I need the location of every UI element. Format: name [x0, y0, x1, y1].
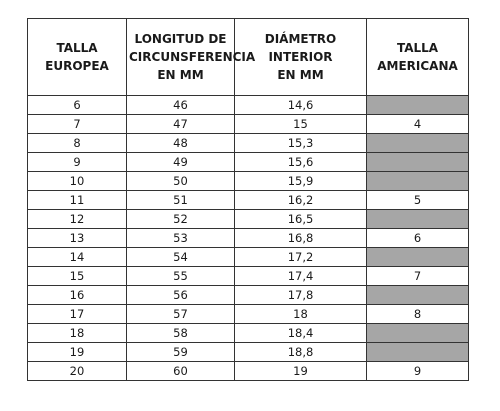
- cell-inner-diameter: 16,5: [234, 209, 367, 229]
- cell-circumference: 51: [126, 190, 235, 210]
- cell-inner-diameter: 15,9: [234, 171, 367, 191]
- table-row: 8 48 15,3: [27, 133, 469, 153]
- cell-inner-diameter: 15,3: [234, 133, 367, 153]
- cell-inner-diameter: 15: [234, 114, 367, 134]
- table-row: 18 58 18,4: [27, 323, 469, 343]
- cell-european-size: 10: [27, 171, 127, 191]
- header-american-size: TALLA AMERICANA: [366, 18, 469, 96]
- table-row: 9 49 15,6: [27, 152, 469, 172]
- cell-circumference: 47: [126, 114, 235, 134]
- cell-inner-diameter: 15,6: [234, 152, 367, 172]
- cell-circumference: 48: [126, 133, 235, 153]
- cell-circumference: 54: [126, 247, 235, 267]
- cell-american-size: [366, 152, 469, 172]
- header-inner-diameter: DIÁMETRO INTERIOR EN MM: [234, 18, 367, 96]
- cell-european-size: 12: [27, 209, 127, 229]
- cell-inner-diameter: 16,2: [234, 190, 367, 210]
- cell-circumference: 49: [126, 152, 235, 172]
- table-row: 12 52 16,5: [27, 209, 469, 229]
- cell-european-size: 17: [27, 304, 127, 324]
- cell-circumference: 52: [126, 209, 235, 229]
- cell-circumference: 58: [126, 323, 235, 343]
- cell-european-size: 16: [27, 285, 127, 305]
- cell-inner-diameter: 18: [234, 304, 367, 324]
- table-row: 17 57 18 8: [27, 304, 469, 324]
- cell-american-size: [366, 209, 469, 229]
- cell-circumference: 46: [126, 95, 235, 115]
- header-circumference: LONGITUD DE CIRCUNSFERENCIA EN MM: [126, 18, 255, 96]
- cell-american-size: 6: [366, 228, 469, 248]
- cell-american-size: 8: [366, 304, 469, 324]
- table-row: 11 51 16,2 5: [27, 190, 469, 210]
- cell-european-size: 20: [27, 361, 127, 381]
- header-row: TALLA EUROPEA LONGITUD DE CIRCUNSFERENCI…: [27, 18, 469, 96]
- cell-circumference: 59: [126, 342, 235, 362]
- cell-american-size: 9: [366, 361, 469, 381]
- cell-american-size: [366, 247, 469, 267]
- table-row: 15 55 17,4 7: [27, 266, 469, 286]
- cell-european-size: 14: [27, 247, 127, 267]
- cell-european-size: 9: [27, 152, 127, 172]
- cell-inner-diameter: 16,8: [234, 228, 367, 248]
- cell-circumference: 50: [126, 171, 235, 191]
- cell-inner-diameter: 17,8: [234, 285, 367, 305]
- table-row: 14 54 17,2: [27, 247, 469, 267]
- cell-inner-diameter: 18,8: [234, 342, 367, 362]
- cell-european-size: 11: [27, 190, 127, 210]
- cell-inner-diameter: 14,6: [234, 95, 367, 115]
- cell-american-size: [366, 285, 469, 305]
- table-row: 7 47 15 4: [27, 114, 469, 134]
- table-row: 16 56 17,8: [27, 285, 469, 305]
- cell-inner-diameter: 17,4: [234, 266, 367, 286]
- cell-american-size: [366, 171, 469, 191]
- cell-circumference: 55: [126, 266, 235, 286]
- cell-european-size: 8: [27, 133, 127, 153]
- cell-american-size: 5: [366, 190, 469, 210]
- table-row: 13 53 16,8 6: [27, 228, 469, 248]
- cell-inner-diameter: 18,4: [234, 323, 367, 343]
- cell-european-size: 6: [27, 95, 127, 115]
- header-european-size: TALLA EUROPEA: [27, 18, 127, 96]
- cell-american-size: [366, 323, 469, 343]
- table-row: 6 46 14,6: [27, 95, 469, 115]
- cell-european-size: 15: [27, 266, 127, 286]
- cell-european-size: 19: [27, 342, 127, 362]
- cell-circumference: 56: [126, 285, 235, 305]
- cell-american-size: [366, 133, 469, 153]
- cell-inner-diameter: 19: [234, 361, 367, 381]
- cell-european-size: 13: [27, 228, 127, 248]
- cell-american-size: [366, 95, 469, 115]
- cell-european-size: 7: [27, 114, 127, 134]
- cell-circumference: 53: [126, 228, 235, 248]
- cell-american-size: [366, 342, 469, 362]
- table-body: 6 46 14,6 7 47 15 4 8 48 15,3 9 49 15,6 10 50 15,9 11 51 1…: [27, 95, 469, 381]
- cell-american-size: 7: [366, 266, 469, 286]
- table-row: 19 59 18,8: [27, 342, 469, 362]
- cell-circumference: 60: [126, 361, 235, 381]
- cell-circumference: 57: [126, 304, 235, 324]
- cell-european-size: 18: [27, 323, 127, 343]
- table-row: 10 50 15,9: [27, 171, 469, 191]
- table-row: 20 60 19 9: [27, 361, 469, 381]
- cell-american-size: 4: [366, 114, 469, 134]
- cell-inner-diameter: 17,2: [234, 247, 367, 267]
- ring-size-table: TALLA EUROPEA LONGITUD DE CIRCUNSFERENCI…: [27, 18, 469, 381]
